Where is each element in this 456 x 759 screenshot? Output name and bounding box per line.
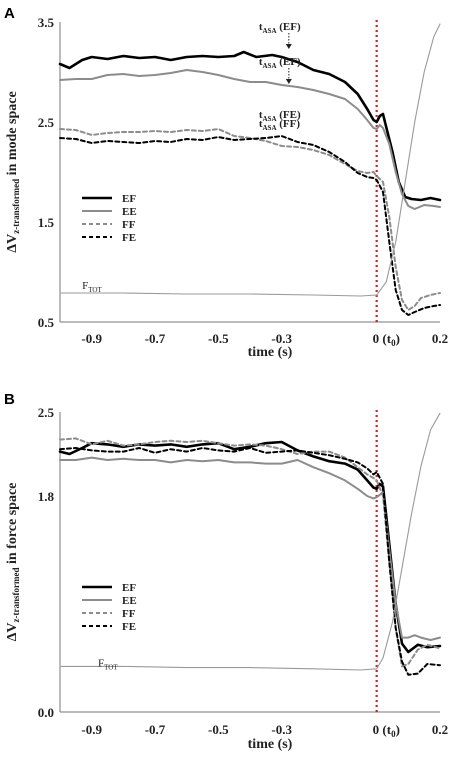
legend-label-ee: EE: [122, 206, 137, 218]
y-axis-title-group: ΔVz-transformed in mode space: [5, 91, 21, 252]
x-tick-label: 0 (t0): [373, 331, 400, 348]
series-line-ee: [59, 69, 441, 210]
y-tick-label: 2.5: [38, 115, 55, 130]
legend-label-ef: EF: [122, 193, 136, 205]
y-tick-label: 2.5: [38, 405, 55, 420]
x-tick-label: -0.7: [145, 722, 166, 737]
series-line-ff: [59, 437, 441, 668]
tasa-arrowhead: [285, 79, 292, 84]
tasa-arrowhead: [285, 44, 292, 49]
legend-label-ff: FF: [122, 219, 136, 231]
x-tick-label: -0.5: [208, 331, 229, 346]
series-line-fe: [59, 135, 441, 316]
y-axis-title: ΔVz-transformed in force space: [5, 483, 21, 642]
x-axis-title: time (s): [248, 345, 293, 360]
x-tick-label: 0.2: [432, 722, 448, 737]
x-tick-label: -0.5: [208, 722, 229, 737]
x-tick-label: 0 (t0): [373, 722, 400, 739]
panel-label: A: [4, 5, 15, 22]
x-tick-label: -0.3: [271, 331, 292, 346]
legend-label-ff: FF: [122, 608, 136, 620]
y-tick-label: 1.5: [38, 215, 55, 230]
tasa-annotation: tASA (EF): [259, 21, 301, 35]
legend-label-fe: FE: [122, 621, 136, 633]
panel-b: B 2.5 1.8 0.0 -0.9 -0.7 -0.5 -0.3 0 (t0) 0.2 time …: [4, 391, 448, 752]
x-tick-label: -0.9: [81, 331, 102, 346]
ftot-label: FTOT: [98, 657, 118, 671]
tasa-annotation: tASA (FF): [259, 118, 301, 132]
y-tick-label: 3.5: [38, 15, 55, 30]
y-axis-title: ΔVz-transformed in mode space: [5, 91, 21, 252]
y-axis-title-group: ΔVz-transformed in force space: [5, 483, 21, 642]
x-tick-label: 0.2: [432, 331, 448, 346]
tasa-annotation: tASA (FE): [259, 109, 301, 123]
y-tick-label: 0.5: [38, 315, 55, 330]
x-tick-label: -0.3: [271, 722, 292, 737]
y-tick-label: 1.8: [38, 489, 55, 504]
series-line-ee: [59, 456, 441, 641]
y-tick-label: 0.0: [38, 705, 54, 720]
series-line-ftot: [59, 412, 441, 671]
panel-a: A 3.5 2.5 1.5 0.5 -0.9 -0.7 -0.5 -0.3 0 (t0) 0.2 ti…: [4, 5, 448, 360]
series-line-ff: [59, 128, 441, 311]
series-line-fe: [59, 447, 441, 676]
series-line-ef: [58, 50, 442, 202]
legend-label-fe: FE: [122, 232, 136, 244]
x-tick-label: -0.9: [81, 722, 102, 737]
panel-label: B: [4, 391, 15, 408]
series-line-ftot: [59, 23, 441, 297]
legend-label-ef: EF: [122, 582, 136, 594]
series-line-ef: [58, 440, 442, 654]
x-tick-label: -0.7: [145, 331, 166, 346]
tasa-annotation: tASA (EF): [259, 56, 301, 70]
x-axis-title: time (s): [248, 737, 293, 752]
legend-label-ee: EE: [122, 595, 137, 607]
ftot-label: FTOT: [82, 280, 102, 294]
